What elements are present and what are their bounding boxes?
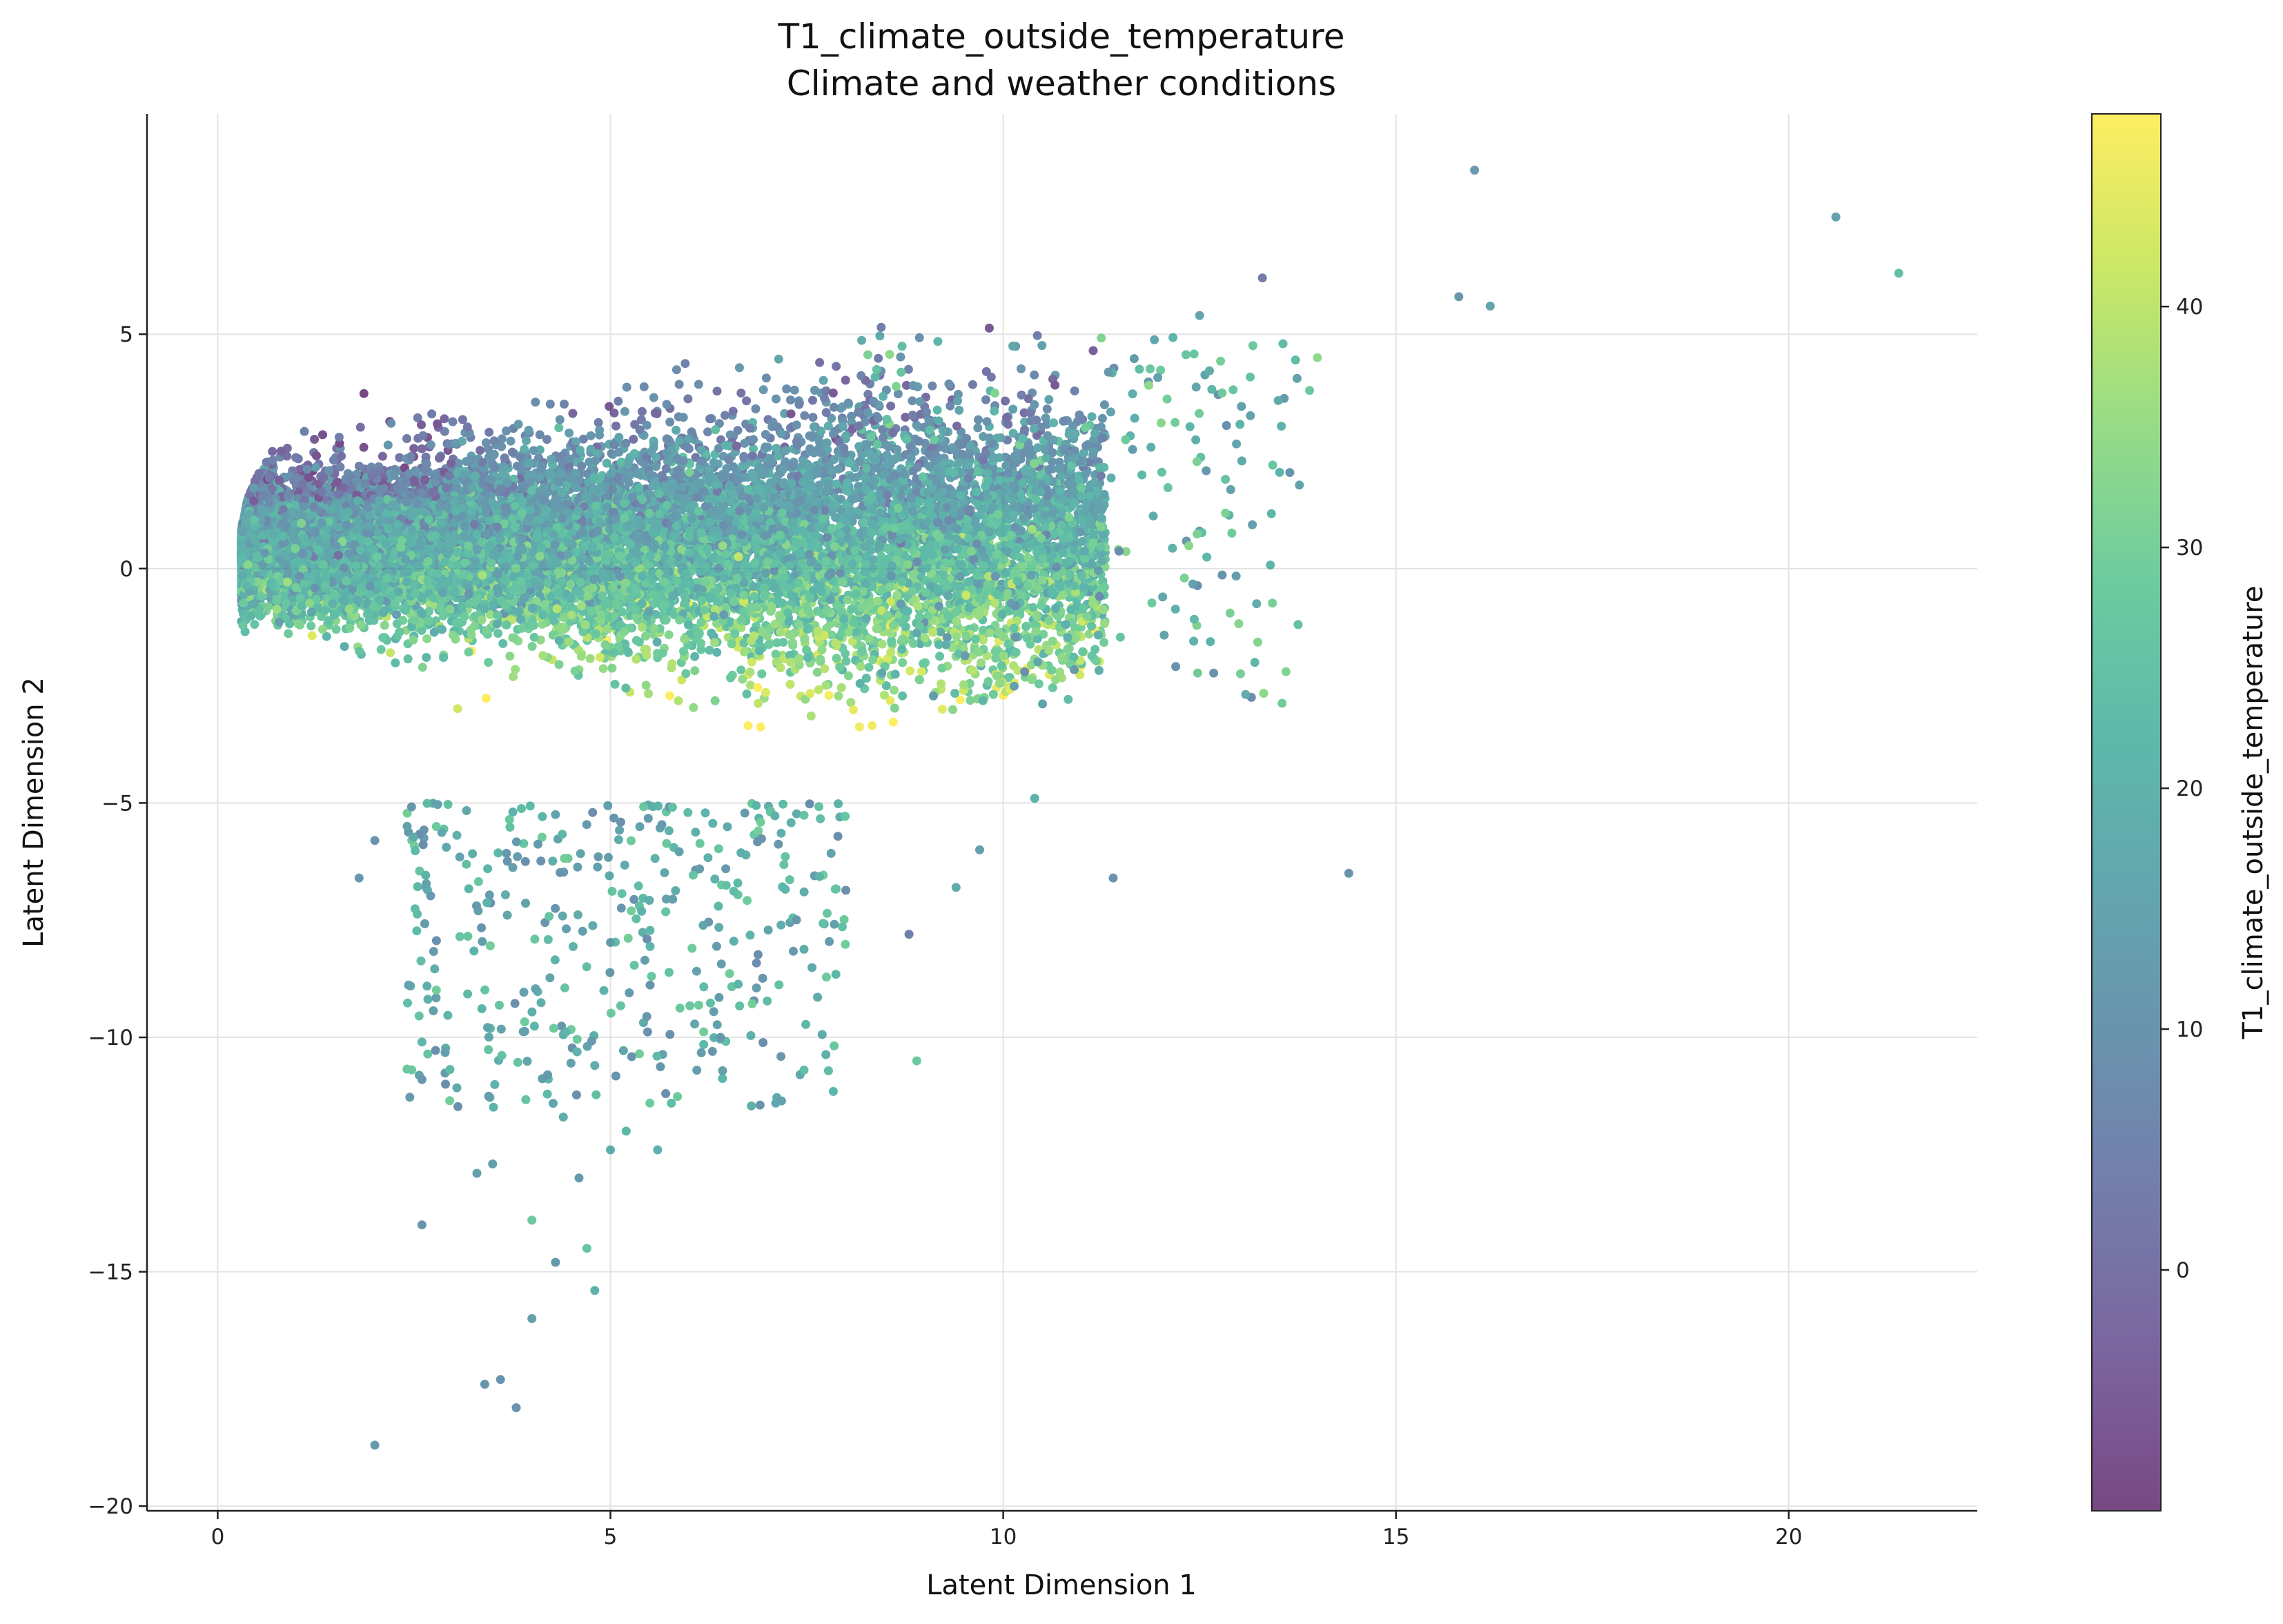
- scatter-point: [823, 421, 833, 431]
- scatter-point: [509, 672, 518, 681]
- scatter-point: [511, 665, 520, 674]
- scatter-point: [771, 649, 781, 659]
- scatter-point: [785, 650, 794, 660]
- scatter-point: [610, 679, 620, 689]
- chart-title: T1_climate_outside_temperature: [778, 17, 1345, 57]
- scatter-points: [237, 166, 1903, 1450]
- scatter-point: [1055, 458, 1064, 467]
- scatter-point: [1023, 394, 1033, 404]
- scatter-point: [786, 409, 796, 419]
- scatter-point: [736, 389, 746, 398]
- scatter-point: [827, 630, 836, 640]
- scatter-point: [622, 382, 631, 392]
- scatter-point: [395, 453, 404, 462]
- scatter-point: [1003, 436, 1012, 444]
- scatter-point: [728, 407, 738, 416]
- scatter-point: [310, 435, 320, 444]
- scatter-point: [800, 411, 810, 420]
- scatter-point: [476, 446, 485, 455]
- scatter-point: [948, 705, 957, 714]
- scatter-point: [674, 696, 683, 705]
- scatter-point: [413, 413, 422, 422]
- scatter-point: [527, 642, 537, 651]
- scatter-point: [953, 389, 963, 399]
- scatter-point: [383, 440, 393, 450]
- scatter-point: [674, 380, 684, 389]
- scatter-point: [780, 409, 790, 418]
- scatter-point: [331, 625, 341, 634]
- scatter-point: [790, 385, 799, 395]
- scatter-point: [378, 451, 387, 461]
- scatter-point: [868, 721, 877, 730]
- scatter-point: [725, 430, 735, 440]
- scatter-point: [641, 681, 651, 690]
- scatter-point: [815, 358, 825, 367]
- scatter-point: [531, 398, 540, 407]
- scatter-point: [448, 417, 458, 427]
- scatter-point: [1099, 638, 1109, 647]
- scatter-point: [876, 322, 886, 332]
- grid-lines: [147, 114, 1977, 1511]
- scatter-point: [1087, 412, 1097, 422]
- scatter-point: [300, 427, 309, 436]
- scatter-point: [890, 703, 899, 713]
- scatter-point: [846, 698, 856, 707]
- scatter-point: [806, 711, 816, 721]
- scatter-point: [739, 647, 749, 657]
- scatter-point: [484, 427, 494, 437]
- scatter-point: [937, 705, 947, 714]
- scatter-point: [758, 385, 768, 395]
- scatter-point: [605, 402, 614, 411]
- scatter-point: [1041, 445, 1050, 455]
- scatter-point: [749, 444, 758, 453]
- scatter-point: [464, 647, 473, 657]
- scatter-point: [932, 405, 942, 415]
- scatter-point: [306, 621, 316, 631]
- scatter-point: [689, 703, 698, 712]
- scatter-point: [816, 654, 825, 664]
- scatter-point: [787, 638, 797, 647]
- scatter-point: [736, 665, 746, 675]
- scatter-point: [651, 609, 660, 619]
- scatter-point: [982, 417, 992, 427]
- scatter-point: [690, 666, 700, 676]
- scatter-point: [821, 681, 831, 690]
- scatter-point: [392, 610, 401, 619]
- scatter-point: [652, 637, 662, 647]
- scatter-point: [819, 375, 828, 385]
- scatter-point: [427, 409, 437, 419]
- scatter-point: [391, 658, 400, 667]
- scatter-point: [898, 691, 908, 701]
- scatter-point: [785, 680, 795, 689]
- scatter-point: [1042, 404, 1052, 414]
- scatter-point: [578, 434, 588, 444]
- scatter-point: [417, 420, 426, 429]
- scatter-point: [988, 689, 998, 699]
- scatter-point: [812, 667, 822, 677]
- scatter-point: [696, 645, 706, 654]
- scatter-point: [554, 423, 564, 433]
- scatter-point: [667, 663, 676, 673]
- scatter-point: [1032, 331, 1042, 340]
- scatter-point: [644, 689, 653, 698]
- scatter-point: [902, 380, 911, 390]
- scatter-point: [440, 414, 449, 424]
- scatter-point: [694, 380, 703, 389]
- scatter-point: [440, 427, 449, 436]
- scatter-point: [1088, 346, 1098, 355]
- scatter-point: [782, 384, 792, 393]
- scatter-point: [1019, 408, 1029, 418]
- scatter-point: [905, 666, 915, 676]
- chart-subtitle: Climate and weather conditions: [787, 63, 1336, 104]
- scatter-point: [493, 629, 503, 638]
- scatter-point: [664, 630, 674, 640]
- scatter-point: [506, 436, 516, 446]
